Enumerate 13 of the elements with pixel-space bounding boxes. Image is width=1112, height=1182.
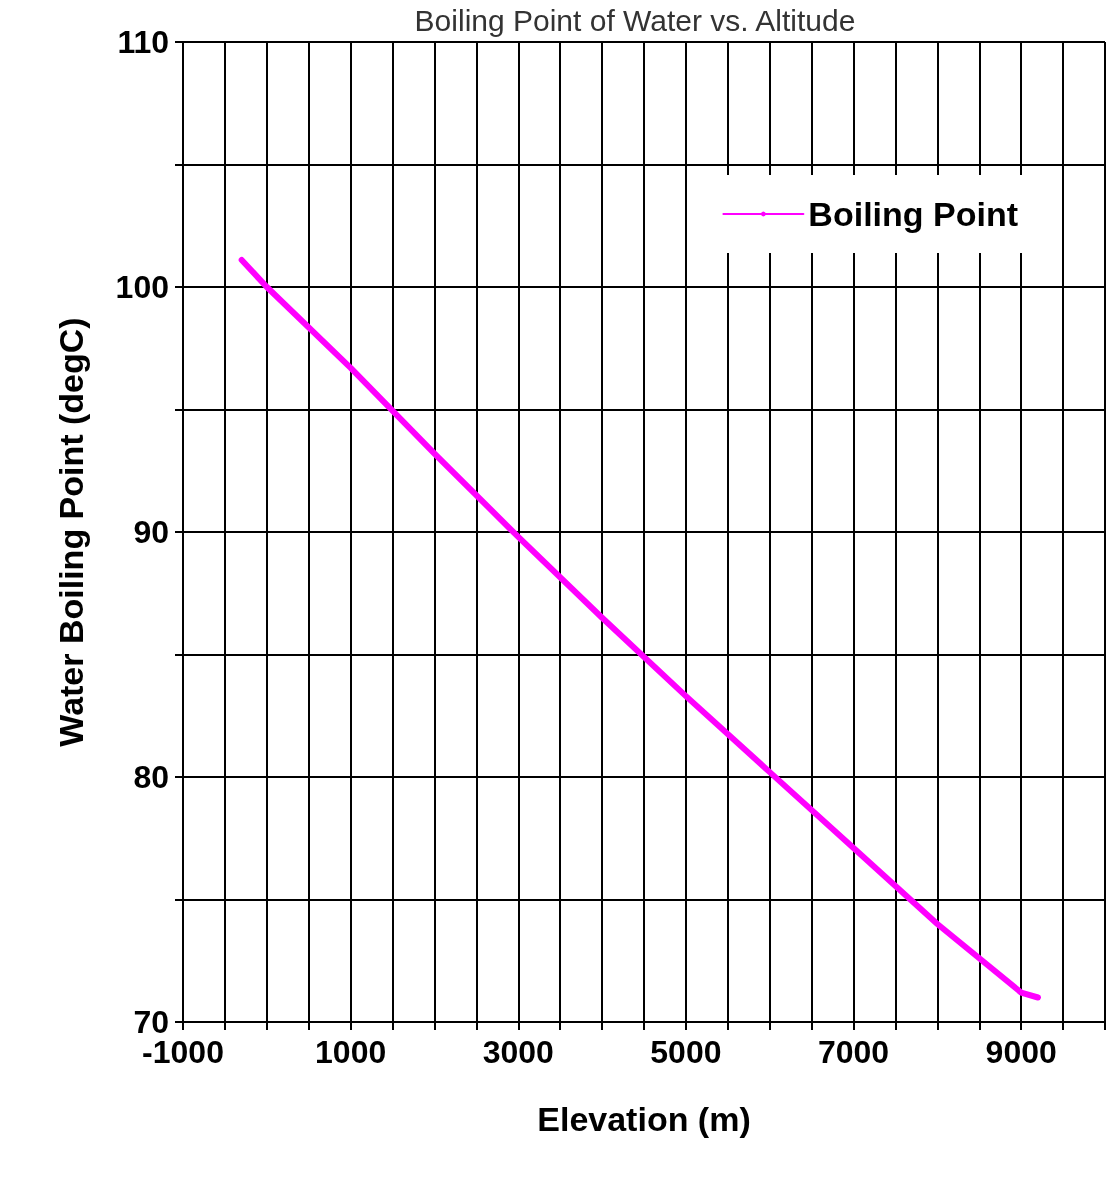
x-axis-title: Elevation (m) <box>537 1100 751 1138</box>
y-tick-label: 80 <box>133 759 169 795</box>
y-axis-title: Water Boiling Point (degC) <box>52 317 90 747</box>
x-tick-label: 9000 <box>985 1034 1057 1070</box>
x-tick-label: 5000 <box>650 1034 722 1070</box>
x-tick-label: 7000 <box>817 1034 890 1070</box>
chart-title: Boiling Point of Water vs. Altitude <box>414 3 856 37</box>
legend-label: Boiling Point <box>808 195 1019 233</box>
x-tick-label: 3000 <box>482 1034 554 1070</box>
y-tick-label: 100 <box>115 269 169 305</box>
y-tick-label: 90 <box>133 514 169 550</box>
y-tick-label: 110 <box>117 24 169 60</box>
x-tick-label: 1000 <box>315 1034 387 1070</box>
